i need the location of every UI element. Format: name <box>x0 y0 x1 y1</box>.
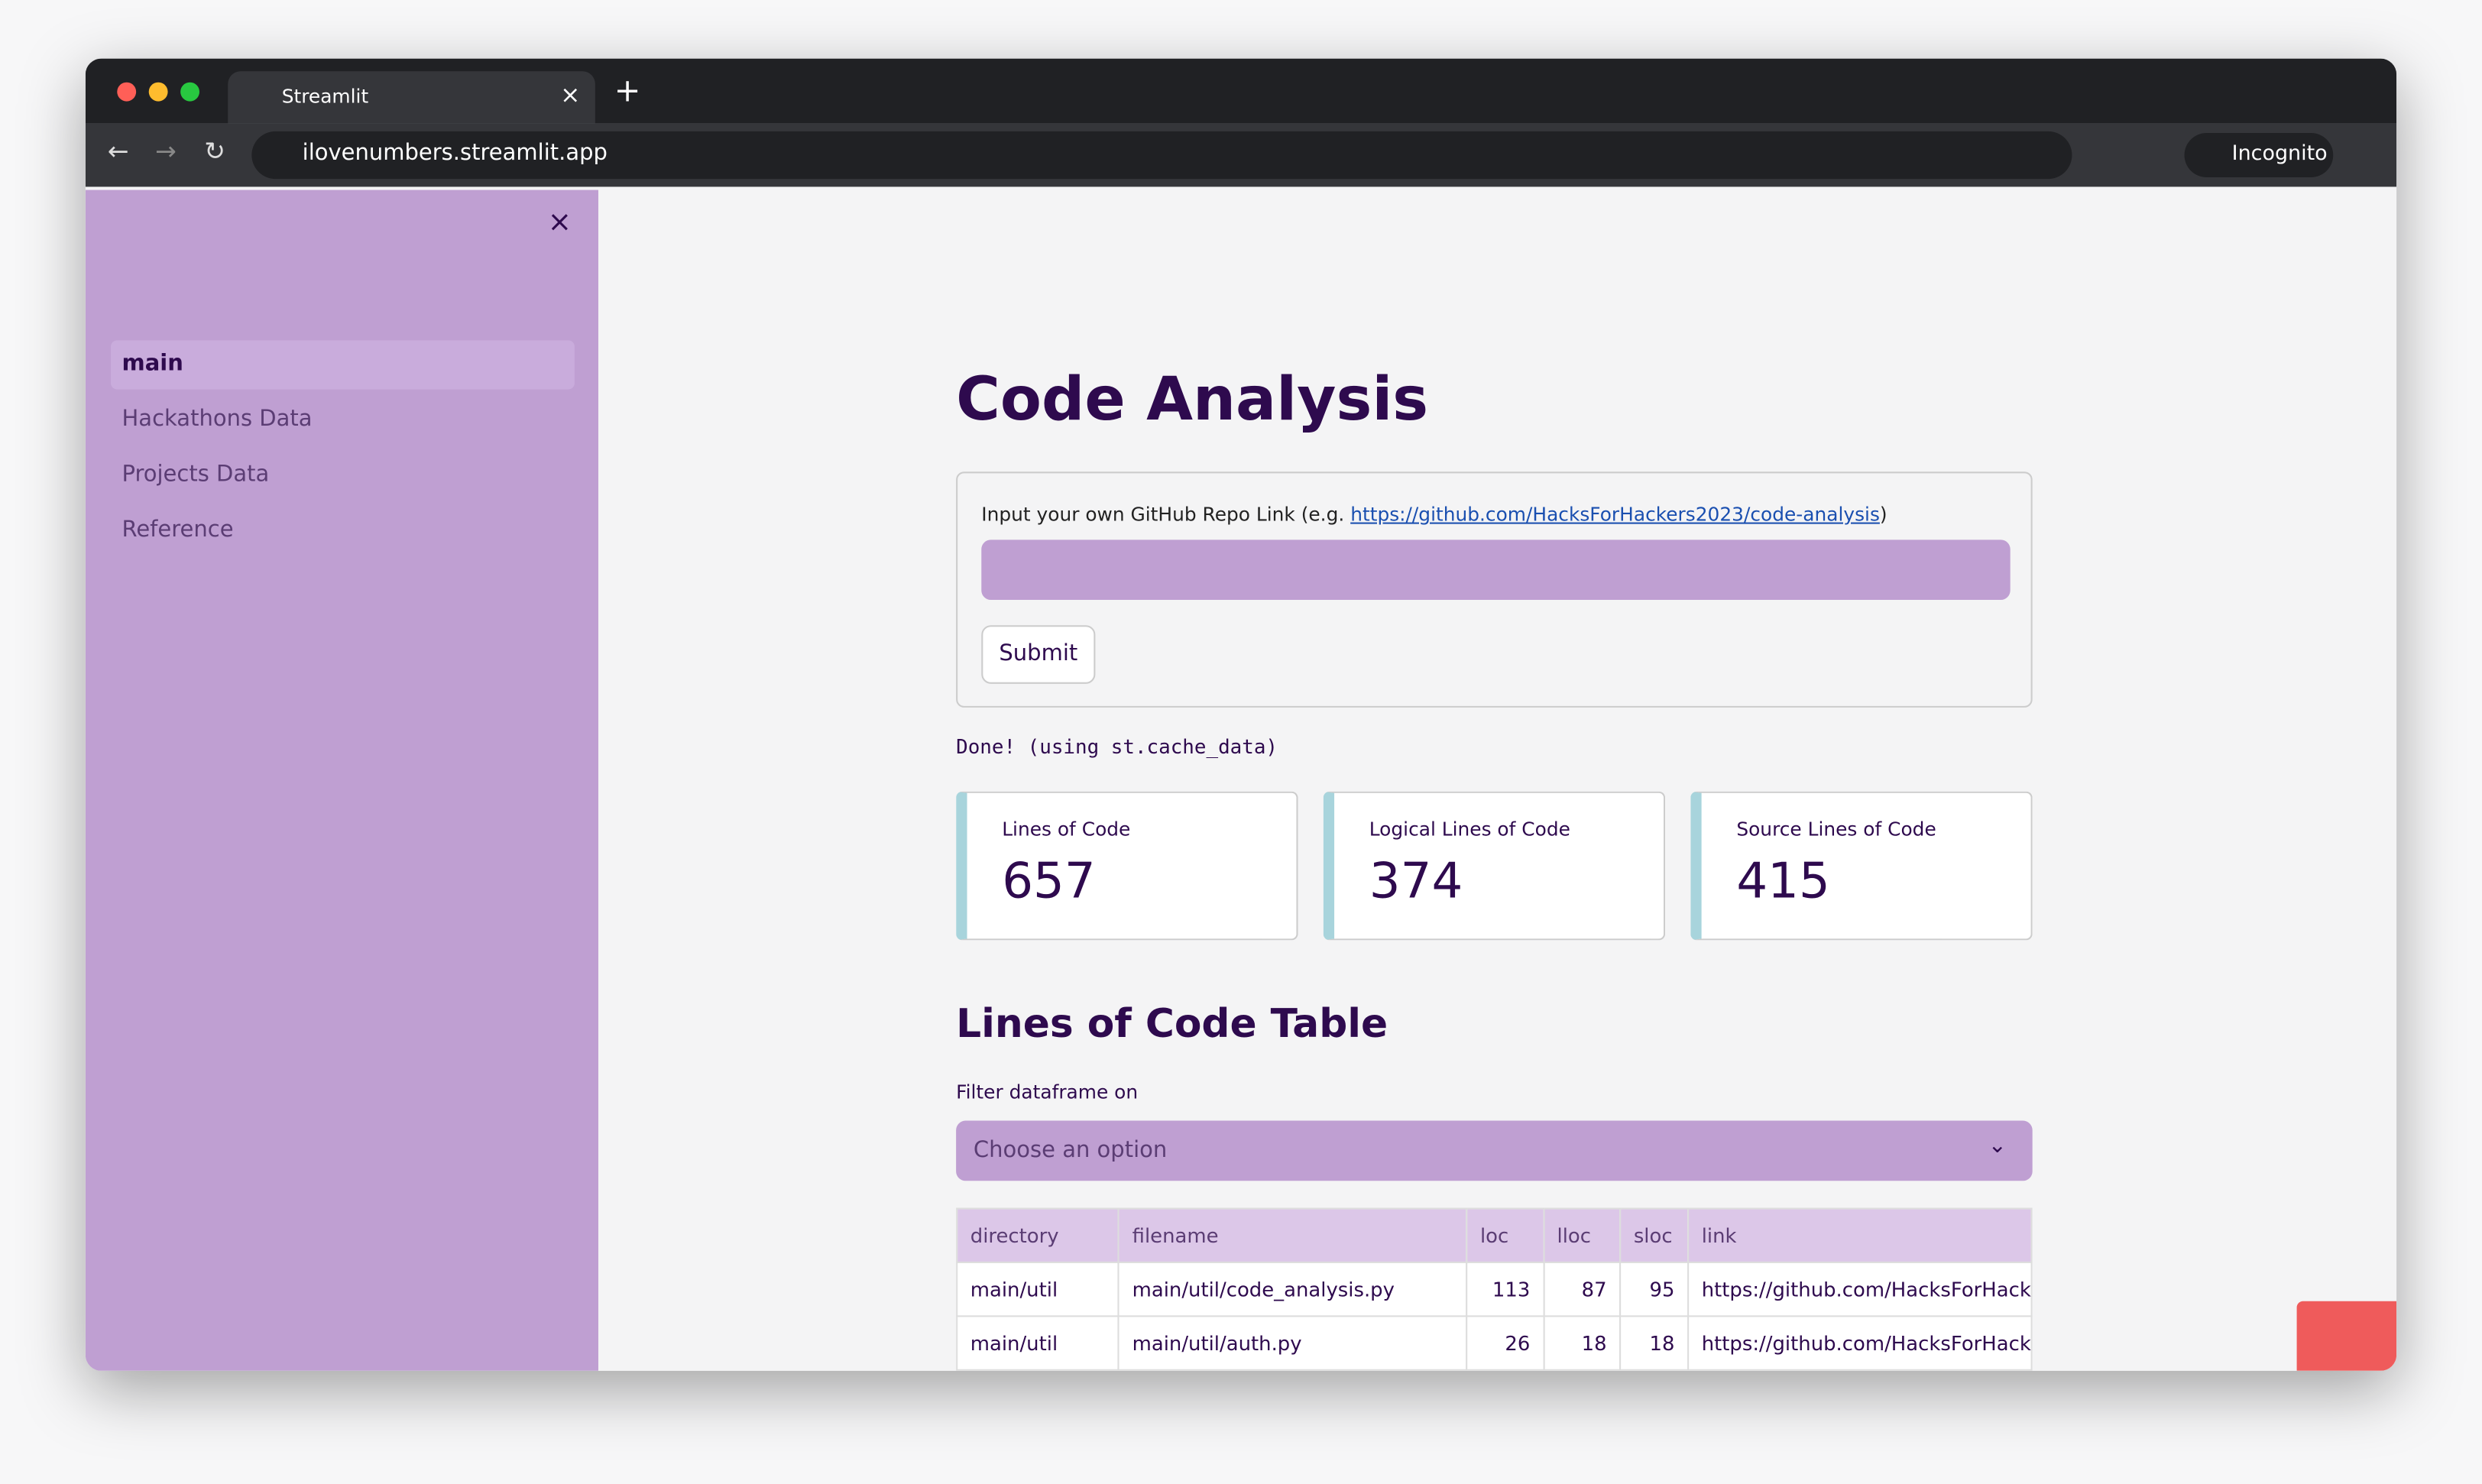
label-end: ) <box>1879 503 1887 526</box>
cell: 95 <box>1619 1261 1690 1317</box>
sidebar-close[interactable]: × <box>547 206 572 239</box>
tab-bar: Streamlit × + <box>85 58 2397 124</box>
forward[interactable]: → <box>154 136 177 167</box>
column-header: link <box>1687 1207 2033 1263</box>
nav-item[interactable]: main <box>110 340 575 390</box>
cell: main/util/code_analysis.py <box>1117 1261 1468 1317</box>
metric: Lines of Code 657 <box>956 791 1298 941</box>
close-dot[interactable] <box>117 82 137 102</box>
input-label: Input your own GitHub Repo Link (e.g. ht… <box>981 504 1887 526</box>
streamlit-badge[interactable] <box>2296 1301 2397 1371</box>
cell: 18 <box>1542 1315 1622 1371</box>
column-header: directory <box>956 1207 1120 1263</box>
cell: 87 <box>1542 1261 1622 1317</box>
column-header: lloc <box>1542 1207 1622 1263</box>
text-input[interactable] <box>981 539 2011 601</box>
tab-close[interactable]: × <box>560 80 581 109</box>
cell: 18 <box>1619 1315 1690 1371</box>
row: main/util main/util/code_analysis.py 113 87… <box>956 1261 2033 1317</box>
sidebar: × main Hackathons Data Projects Data Refere… <box>85 190 598 1371</box>
column-header: filename <box>1117 1207 1468 1263</box>
metric-label: Lines of Code <box>1002 818 1131 841</box>
header-row: directory filename loc lloc sloc link <box>956 1207 2033 1263</box>
row: main/util main/util/auth.py 26 18 18 https://… <box>956 1315 2033 1371</box>
nav-item[interactable]: Projects Data <box>122 462 270 488</box>
tab[interactable]: Streamlit × <box>228 71 595 124</box>
table: directory filename loc lloc sloc link main/uti… <box>956 1207 2033 1371</box>
chevron: ⌄ <box>1988 1133 2007 1159</box>
cell: https://github.com/HacksForHack <box>1687 1261 2033 1317</box>
cell: https://github.com/HacksForHack <box>1687 1315 2033 1371</box>
address-bar[interactable]: ilovenumbers.streamlit.app <box>251 131 2072 180</box>
metric: Logical Lines of Code 374 <box>1323 791 1666 941</box>
cell: main/util <box>956 1315 1120 1371</box>
cell: main/util/auth.py <box>1117 1315 1468 1371</box>
max-dot[interactable] <box>180 82 199 102</box>
back[interactable]: ← <box>107 136 129 167</box>
cell: 26 <box>1466 1315 1544 1371</box>
label-text: Input your own GitHub Repo Link (e.g. <box>981 503 1351 526</box>
new-tab[interactable]: + <box>614 71 641 109</box>
metric-value: 374 <box>1369 853 1463 911</box>
nav-item[interactable]: Reference <box>122 517 234 543</box>
main: Code Analysis Input your own GitHub Repo… <box>598 190 2397 1371</box>
column-header: loc <box>1466 1207 1544 1263</box>
metric-label: Logical Lines of Code <box>1369 818 1570 841</box>
reload[interactable]: ↻ <box>204 136 225 167</box>
submit-button[interactable]: Submit <box>981 625 1096 684</box>
cell: 113 <box>1466 1261 1544 1317</box>
browser-window: Streamlit × + ← → ↻ ilovenumbers.streaml… <box>85 58 2397 1371</box>
url: ilovenumbers.streamlit.app <box>302 141 608 167</box>
profile[interactable]: Incognito <box>2184 132 2334 177</box>
status: Done! (using st.cache_data) <box>956 734 1278 759</box>
column-header: sloc <box>1619 1207 1690 1263</box>
placeholder: Choose an option <box>973 1138 1168 1164</box>
min-dot[interactable] <box>148 82 168 102</box>
tab-title: Streamlit <box>281 85 369 108</box>
form: Input your own GitHub Repo Link (e.g. ht… <box>956 471 2033 708</box>
filter-label: Filter dataframe on <box>956 1081 1139 1103</box>
cell: main/util <box>956 1261 1120 1317</box>
select[interactable]: Choose an option ⌄ <box>956 1120 2033 1181</box>
title: Code Analysis <box>956 364 1429 434</box>
table-title: Lines of Code Table <box>956 1000 1388 1047</box>
profile-name: Incognito <box>2231 142 2328 167</box>
metric-value: 657 <box>1002 853 1096 911</box>
nav-item[interactable]: Hackathons Data <box>122 407 313 433</box>
link[interactable]: https://github.com/HacksForHackers2023/c… <box>1350 503 1880 526</box>
metric-value: 415 <box>1736 853 1830 911</box>
dataframe: directory filename loc lloc sloc link main/uti… <box>956 1207 2033 1371</box>
toolbar: ← → ↻ ilovenumbers.streamlit.app Incogni… <box>85 123 2397 187</box>
metric: Source Lines of Code 415 <box>1690 791 2033 941</box>
metric-label: Source Lines of Code <box>1736 818 1936 841</box>
